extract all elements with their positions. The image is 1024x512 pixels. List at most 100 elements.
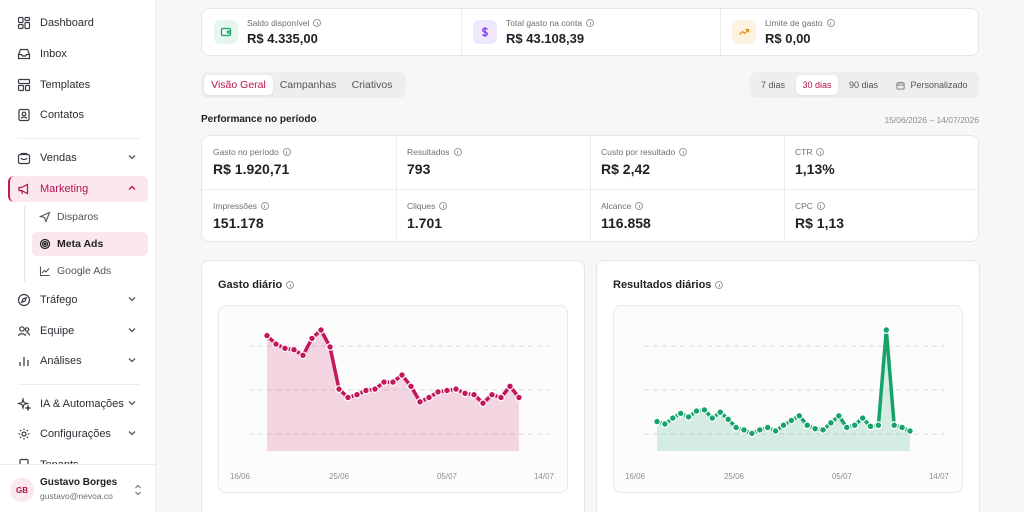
sidebar-item-contatos[interactable]: Contatos bbox=[8, 102, 148, 128]
sidebar-subitem-disparos[interactable]: Disparos bbox=[32, 205, 148, 229]
sidebar-subitem-label: Meta Ads bbox=[57, 238, 104, 250]
summary-total-gasto: Total gasto na conta R$ 43.108,39 bbox=[461, 9, 720, 57]
sidebar-item-analises[interactable]: Análises bbox=[8, 348, 148, 374]
metrics-divider bbox=[396, 136, 397, 241]
info-icon[interactable] bbox=[439, 202, 448, 210]
data-point bbox=[416, 397, 424, 406]
line-chart-icon bbox=[39, 265, 51, 277]
metric-label: Alcance bbox=[601, 201, 632, 211]
data-point bbox=[890, 421, 899, 430]
metric-label: Impressões bbox=[213, 201, 257, 211]
data-point bbox=[850, 421, 859, 430]
x-tick-label: 14/07 bbox=[929, 472, 950, 481]
data-point bbox=[389, 378, 397, 386]
data-point bbox=[407, 382, 415, 391]
data-point bbox=[692, 407, 701, 415]
range-7-dias[interactable]: 7 dias bbox=[760, 80, 786, 90]
data-point bbox=[866, 422, 875, 431]
metric-value: 1,13% bbox=[795, 161, 835, 177]
user-name: Gustavo Borges bbox=[40, 477, 118, 488]
info-icon[interactable] bbox=[282, 148, 291, 156]
summary-value: R$ 4.335,00 bbox=[247, 31, 318, 46]
info-icon[interactable] bbox=[260, 202, 269, 210]
info-icon[interactable] bbox=[313, 19, 322, 27]
data-point bbox=[479, 399, 487, 408]
sidebar-item-label: Dashboard bbox=[40, 17, 94, 29]
info-icon[interactable] bbox=[816, 148, 825, 156]
sidebar-item-label: Marketing bbox=[40, 183, 89, 195]
data-point bbox=[506, 382, 514, 391]
user-email: gustavo@nevoa.co bbox=[40, 491, 113, 501]
metric-value: R$ 1,13 bbox=[795, 215, 845, 231]
compass-icon bbox=[17, 293, 31, 307]
tab-campanhas[interactable]: Campanhas bbox=[279, 79, 337, 91]
sidebar-item-vendas[interactable]: Vendas bbox=[8, 145, 148, 171]
sidebar-item-label: Equipe bbox=[40, 325, 75, 337]
info-icon[interactable] bbox=[826, 19, 835, 27]
data-point bbox=[317, 326, 325, 334]
data-point bbox=[811, 424, 820, 433]
info-icon[interactable] bbox=[679, 148, 688, 156]
metric-gasto: Gasto no período R$ 1.920,71 bbox=[202, 136, 396, 189]
metric-cpc: CPC R$ 1,13 bbox=[784, 190, 978, 243]
data-point bbox=[452, 385, 460, 393]
sidebar-item-ia-automacoes[interactable]: IA & Automações bbox=[8, 391, 148, 417]
trend-up-icon bbox=[732, 20, 756, 44]
sidebar-item-label: Tráfego bbox=[40, 294, 78, 306]
data-point bbox=[299, 351, 307, 360]
metric-label: Cliques bbox=[407, 201, 436, 211]
sidebar-item-trafego[interactable]: Tráfego bbox=[8, 287, 148, 313]
data-point bbox=[684, 412, 693, 421]
metric-value: R$ 2,42 bbox=[601, 161, 651, 177]
info-icon[interactable] bbox=[286, 281, 295, 289]
performance-date-range: 15/06/2026 – 14/07/2026 bbox=[884, 115, 979, 125]
x-tick-label: 05/07 bbox=[437, 472, 458, 481]
data-point bbox=[290, 345, 298, 354]
data-point bbox=[434, 387, 442, 396]
info-icon[interactable] bbox=[635, 202, 644, 210]
account-summary-card: Saldo disponível R$ 4.335,00 Total gasto… bbox=[201, 8, 979, 57]
summary-label: Saldo disponível bbox=[247, 18, 310, 28]
info-icon[interactable] bbox=[586, 19, 595, 27]
range-90-dias[interactable]: 90 dias bbox=[848, 80, 879, 90]
sidebar-subitem-google-ads[interactable]: Google Ads bbox=[32, 259, 148, 283]
dashboard-icon bbox=[17, 16, 31, 30]
chart-icon bbox=[17, 354, 31, 368]
summary-label: Limite de gasto bbox=[765, 18, 823, 28]
sidebar-item-marketing[interactable]: Marketing bbox=[8, 176, 148, 202]
sidebar-subitem-meta-ads[interactable]: Meta Ads bbox=[32, 232, 148, 256]
info-icon[interactable] bbox=[453, 148, 462, 156]
chevron-down-icon bbox=[128, 328, 136, 333]
chart-card-gasto-diario: Gasto diário 16/06 25/06 05/07 14/07 bbox=[201, 260, 585, 512]
data-point bbox=[906, 427, 914, 435]
summary-value: R$ 43.108,39 bbox=[506, 31, 585, 46]
data-point bbox=[787, 416, 796, 425]
summary-label: Total gasto na conta bbox=[506, 18, 583, 28]
sidebar-item-label: Inbox bbox=[40, 48, 67, 60]
info-icon[interactable] bbox=[715, 281, 724, 289]
sidebar-item-equipe[interactable]: Equipe bbox=[8, 318, 148, 344]
sidebar-item-templates[interactable]: Templates bbox=[8, 72, 148, 98]
x-tick-label: 05/07 bbox=[832, 472, 853, 481]
info-icon[interactable] bbox=[816, 202, 825, 210]
summary-divider bbox=[461, 9, 462, 57]
user-menu[interactable]: GB Gustavo Borges gustavo@nevoa.co bbox=[0, 464, 155, 512]
metric-value: 1.701 bbox=[407, 215, 443, 231]
data-point bbox=[834, 411, 843, 420]
sidebar-item-configuracoes[interactable]: Configurações bbox=[8, 421, 148, 447]
data-point bbox=[740, 425, 748, 434]
sidebar-item-dashboard[interactable]: Dashboard bbox=[8, 10, 148, 36]
sidebar-item-inbox[interactable]: Inbox bbox=[8, 41, 148, 67]
tab-criativos[interactable]: Criativos bbox=[351, 79, 393, 91]
metric-custo-resultado: Custo por resultado R$ 2,42 bbox=[590, 136, 784, 189]
metric-label: Resultados bbox=[407, 147, 450, 157]
tab-visao-geral[interactable]: Visão Geral bbox=[204, 75, 273, 95]
chart-svg-gasto: 16/06 25/06 05/07 14/07 bbox=[230, 326, 555, 481]
data-point bbox=[344, 393, 352, 402]
range-personalizado[interactable]: Personalizado bbox=[889, 75, 975, 95]
range-30-dias[interactable]: 30 dias bbox=[796, 75, 838, 95]
data-point bbox=[700, 405, 709, 414]
data-point bbox=[380, 378, 388, 386]
chart-svg-resultados: 16/06 25/06 05/07 14/07 bbox=[625, 326, 950, 481]
data-point bbox=[858, 414, 867, 422]
